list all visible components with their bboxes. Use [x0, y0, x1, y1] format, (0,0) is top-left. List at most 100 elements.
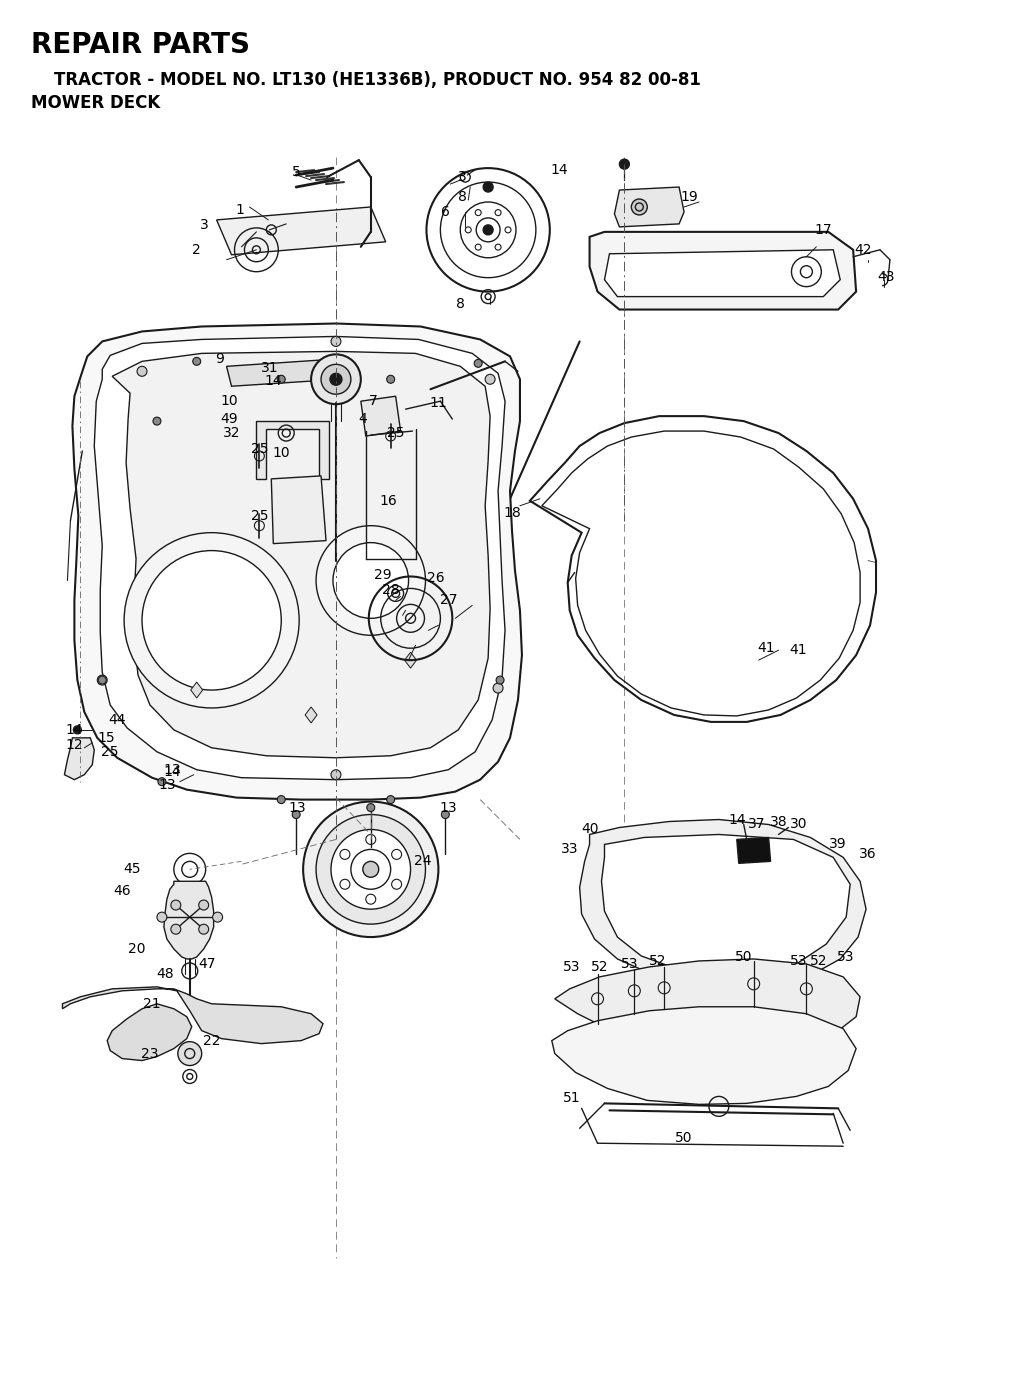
Circle shape [441, 811, 450, 818]
Text: 1: 1 [236, 203, 244, 217]
Text: 23: 23 [141, 1047, 159, 1061]
Polygon shape [580, 819, 866, 983]
Text: 17: 17 [814, 222, 833, 236]
Circle shape [483, 182, 494, 192]
Text: 18: 18 [503, 506, 521, 520]
Circle shape [620, 159, 630, 169]
Circle shape [311, 354, 360, 404]
Text: 53: 53 [838, 951, 855, 965]
Text: MOWER DECK: MOWER DECK [31, 95, 160, 112]
Polygon shape [108, 1004, 191, 1061]
Text: 13: 13 [289, 801, 306, 815]
Circle shape [367, 804, 375, 812]
Polygon shape [217, 207, 386, 254]
Polygon shape [590, 232, 856, 309]
Text: 52: 52 [591, 960, 608, 974]
Text: 24: 24 [414, 854, 431, 868]
Text: 47: 47 [198, 958, 215, 972]
Polygon shape [94, 337, 505, 780]
Polygon shape [601, 835, 850, 974]
Text: 3: 3 [201, 218, 209, 232]
Text: 36: 36 [859, 847, 877, 861]
Text: 42: 42 [854, 243, 871, 257]
Text: 13: 13 [158, 777, 176, 791]
Text: 12: 12 [66, 738, 83, 752]
Text: 41: 41 [758, 642, 775, 656]
Circle shape [330, 373, 342, 386]
Circle shape [199, 924, 209, 934]
Circle shape [74, 726, 81, 734]
Circle shape [158, 777, 166, 786]
Text: 16: 16 [380, 493, 397, 507]
Text: 14: 14 [66, 723, 83, 737]
Circle shape [316, 526, 426, 635]
Circle shape [483, 225, 494, 235]
Circle shape [632, 199, 647, 215]
Circle shape [322, 365, 351, 394]
Text: 10: 10 [272, 446, 290, 460]
Text: 31: 31 [260, 361, 279, 375]
Text: 2: 2 [193, 243, 201, 257]
Text: 53: 53 [563, 960, 581, 974]
Text: 20: 20 [128, 942, 145, 956]
Polygon shape [614, 187, 684, 226]
Polygon shape [226, 359, 339, 386]
Text: 25: 25 [387, 426, 404, 440]
Circle shape [333, 542, 409, 618]
Text: 41: 41 [790, 643, 807, 657]
Text: 13: 13 [439, 801, 457, 815]
Circle shape [213, 911, 222, 923]
Text: 48: 48 [156, 967, 174, 981]
Text: 3: 3 [458, 171, 467, 185]
Circle shape [171, 900, 181, 910]
Circle shape [494, 684, 503, 693]
Circle shape [485, 375, 495, 384]
Text: 15: 15 [97, 731, 115, 745]
Text: 27: 27 [439, 593, 457, 607]
Circle shape [331, 829, 411, 909]
Polygon shape [62, 987, 323, 1044]
Circle shape [98, 677, 106, 684]
Circle shape [193, 358, 201, 365]
Circle shape [496, 677, 504, 684]
Circle shape [171, 924, 181, 934]
Text: TRACTOR - MODEL NO. LT130 (HE1336B), PRODUCT NO. 954 82 00-81: TRACTOR - MODEL NO. LT130 (HE1336B), PRO… [31, 70, 700, 88]
Text: 37: 37 [748, 818, 765, 832]
Text: 14: 14 [163, 765, 180, 779]
Circle shape [292, 811, 300, 818]
Text: 38: 38 [770, 815, 787, 829]
Polygon shape [190, 682, 203, 698]
Circle shape [178, 1042, 202, 1065]
Polygon shape [555, 959, 860, 1044]
Text: 53: 53 [790, 953, 807, 967]
Circle shape [362, 861, 379, 878]
Circle shape [474, 359, 482, 368]
Text: 45: 45 [123, 863, 141, 877]
Circle shape [278, 795, 286, 804]
Text: 39: 39 [829, 837, 847, 851]
Circle shape [331, 337, 341, 347]
Polygon shape [256, 421, 329, 480]
Text: 14: 14 [551, 164, 568, 178]
Circle shape [142, 551, 282, 691]
Circle shape [97, 675, 108, 685]
Text: 53: 53 [621, 958, 638, 972]
Text: 25: 25 [101, 745, 119, 759]
Polygon shape [552, 1007, 856, 1104]
Polygon shape [360, 396, 400, 436]
Text: 25: 25 [251, 509, 268, 523]
Text: 49: 49 [221, 412, 239, 426]
Text: 33: 33 [561, 843, 579, 857]
Circle shape [278, 375, 286, 383]
Text: 7: 7 [369, 394, 377, 408]
Text: 14: 14 [728, 812, 745, 826]
Text: 4: 4 [358, 412, 368, 426]
Polygon shape [73, 323, 522, 800]
Polygon shape [305, 707, 317, 723]
Text: 22: 22 [203, 1033, 220, 1047]
Circle shape [387, 375, 394, 383]
Text: 19: 19 [680, 190, 698, 204]
Circle shape [137, 366, 147, 376]
Text: 52: 52 [648, 953, 666, 967]
Polygon shape [737, 837, 771, 864]
